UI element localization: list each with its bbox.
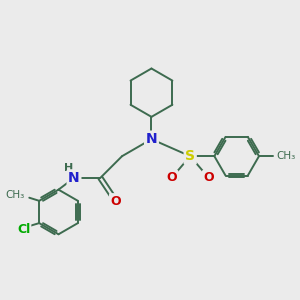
Text: N: N <box>146 132 157 146</box>
Text: CH₃: CH₃ <box>276 151 295 161</box>
Text: S: S <box>185 149 195 163</box>
Text: H: H <box>64 163 73 173</box>
Text: O: O <box>110 195 121 208</box>
Text: O: O <box>203 171 214 184</box>
Text: O: O <box>166 171 177 184</box>
Text: N: N <box>68 171 80 185</box>
Text: CH₃: CH₃ <box>5 190 25 200</box>
Text: Cl: Cl <box>17 223 30 236</box>
